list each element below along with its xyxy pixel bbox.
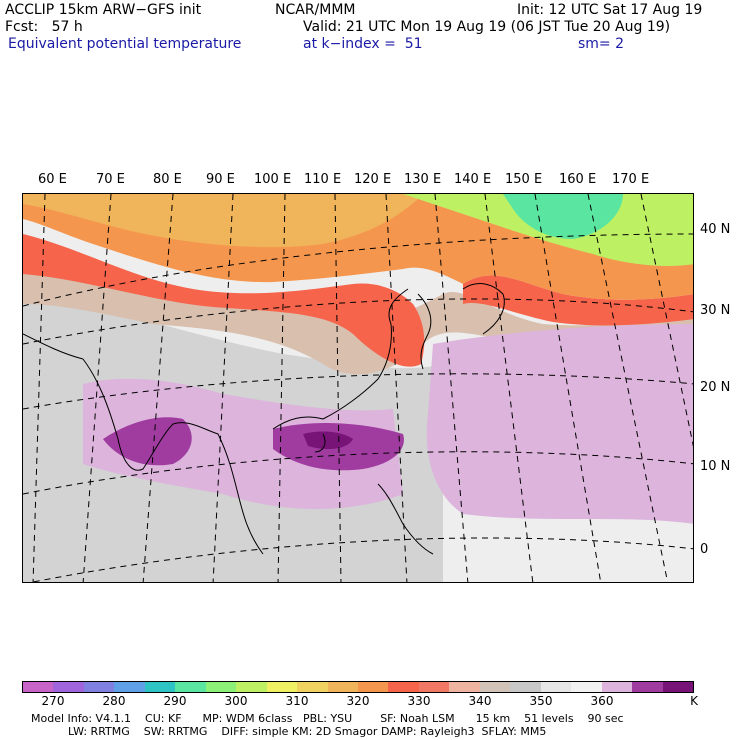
lat-label: 0: [700, 542, 709, 557]
colorbar-swatch: [205, 682, 237, 692]
graticule: [23, 194, 693, 582]
colorbar-swatch: [327, 682, 358, 692]
light-purple-pacific: [426, 324, 693, 524]
purple-cluster-bay-of-bengal: [103, 417, 192, 466]
level-label: at k−index = 51: [303, 36, 423, 52]
colorbar-swatch: [662, 682, 693, 692]
colorbar-swatch: [479, 682, 511, 692]
lat-label: 30 N: [700, 303, 731, 318]
colorbar-tick: 280: [102, 694, 126, 708]
colorbar-swatch: [23, 682, 54, 692]
colorbar-swatch: [449, 682, 480, 692]
lon-label: 130 E: [404, 172, 442, 187]
lon-label: 110 E: [304, 172, 342, 187]
colorbar-swatch: [571, 682, 602, 692]
lat-label: 10 N: [700, 459, 731, 474]
lat-label: 20 N: [700, 380, 731, 395]
colorbar-tick: 300: [224, 694, 248, 708]
green-region: [503, 194, 623, 239]
colorbar-tick: 360: [590, 694, 614, 708]
init-time: Init: 12 UTC Sat 17 Aug 19: [517, 2, 703, 18]
map-panel: [22, 193, 694, 583]
lon-label: 170 E: [612, 172, 650, 187]
field-name: Equivalent potential temperature: [8, 36, 242, 52]
light-purple-indian: [83, 378, 403, 509]
lon-label: 160 E: [559, 172, 597, 187]
colorbar-unit: K: [690, 694, 698, 708]
valid-time: Valid: 21 UTC Mon 19 Aug 19 (06 JST Tue …: [303, 19, 671, 35]
map-svg: [23, 194, 693, 582]
colorbar-tick: 310: [285, 694, 309, 708]
light-orange-region: [23, 194, 423, 248]
colorbar-swatch: [632, 682, 663, 692]
smoothing-label: sm= 2: [578, 36, 625, 52]
coastlines: [23, 283, 505, 555]
colorbar-tick: 270: [41, 694, 65, 708]
colorbar-swatch: [266, 682, 298, 692]
model-info-line-2: LW: RRTMG SW: RRTMG DIFF: simple KM: 2D …: [68, 725, 547, 738]
colorbar-tick: 320: [346, 694, 370, 708]
colorbar-swatch: [144, 682, 176, 692]
colorbar-swatch: [83, 682, 115, 692]
colorbar-swatch: [114, 682, 145, 692]
lon-label: 140 E: [454, 172, 492, 187]
colorbar-swatch: [297, 682, 328, 692]
colorbar-tick: 290: [163, 694, 187, 708]
lon-label: 100 E: [254, 172, 292, 187]
colorbar-swatch: [601, 682, 633, 692]
red-belt-east: [463, 275, 693, 326]
colorbar-tick: 340: [468, 694, 492, 708]
lon-label: 150 E: [505, 172, 543, 187]
colorbar-swatch: [540, 682, 572, 692]
red-belt-west: [23, 234, 425, 367]
colorbar: [22, 681, 694, 693]
colorbar-swatch: [175, 682, 206, 692]
colorbar-swatch: [418, 682, 450, 692]
colorbar-swatch: [388, 682, 419, 692]
colorbar-swatch: [236, 682, 267, 692]
dark-purple-core: [303, 431, 353, 450]
colorbar-swatch: [510, 682, 541, 692]
colorbar-tick: 350: [529, 694, 553, 708]
colorbar-swatch: [53, 682, 84, 692]
forecast-hour: Fcst: 57 h: [5, 19, 83, 35]
lon-label: 90 E: [206, 172, 235, 187]
model-info-line-1: Model Info: V4.1.1 CU: KF MP: WDM 6class…: [31, 712, 624, 725]
colorbar-swatch: [357, 682, 389, 692]
colorbar-tick: 330: [407, 694, 431, 708]
lon-label: 60 E: [38, 172, 67, 187]
org-label: NCAR/MMM: [275, 2, 356, 18]
lon-label: 120 E: [354, 172, 392, 187]
lat-label: 40 N: [700, 222, 731, 237]
lon-label: 70 E: [96, 172, 125, 187]
model-title: ACCLIP 15km ARW−GFS init: [5, 2, 202, 18]
lon-label: 80 E: [153, 172, 182, 187]
